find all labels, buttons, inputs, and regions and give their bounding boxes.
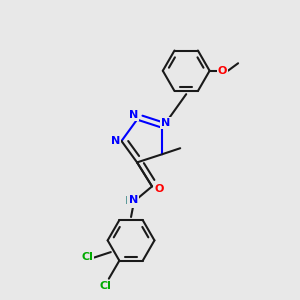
Text: N: N — [128, 195, 138, 205]
Text: N: N — [111, 136, 120, 146]
Text: N: N — [161, 118, 170, 128]
Text: Cl: Cl — [100, 281, 112, 291]
Text: O: O — [218, 66, 227, 76]
Text: N: N — [129, 110, 138, 120]
Text: H: H — [125, 196, 134, 206]
Text: Cl: Cl — [81, 253, 93, 262]
Text: O: O — [155, 184, 164, 194]
